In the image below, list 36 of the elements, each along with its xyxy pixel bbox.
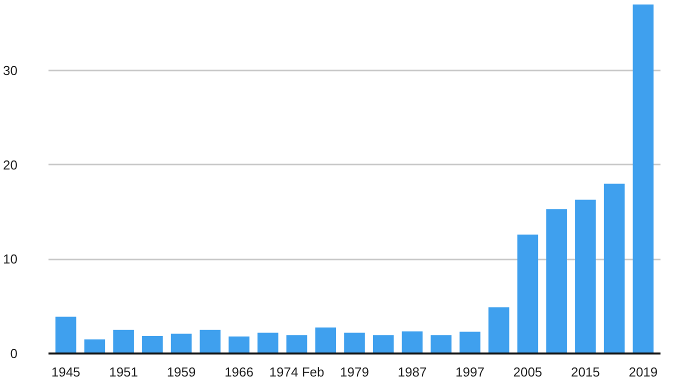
bar [344,332,365,354]
bar [84,339,106,354]
bar [55,316,76,354]
bar [113,330,134,354]
x-tick-label: 2019 [628,364,658,380]
bar [575,200,596,354]
bar [200,330,221,354]
x-tick-label: 2005 [513,364,542,380]
x-tick-label: 1945 [51,364,80,380]
x-tick-label: 1959 [166,364,196,380]
bar [258,332,278,354]
y-tick-label: 10 [3,252,18,267]
bar [430,335,452,354]
y-tick-label: 20 [3,157,18,172]
x-tick-label: 1966 [224,364,254,380]
bar [372,335,394,354]
bar [517,234,538,354]
bar [286,335,308,354]
bar [142,336,163,354]
y-tick-label: 30 [3,63,18,78]
bar [228,336,250,354]
bar [546,209,567,354]
x-tick-label: 1974 Feb [269,364,324,380]
bar [315,328,336,354]
bar [604,184,625,354]
y-tick-label: 0 [10,346,18,361]
x-tick-label: 1951 [109,364,138,380]
bar [460,332,480,354]
bar [632,4,654,354]
bar [170,334,192,354]
bar [402,331,423,354]
bar [488,307,510,354]
x-tick-label: 1979 [340,364,369,380]
x-tick-label: 1987 [398,364,427,380]
x-tick-label: 2015 [570,364,600,380]
x-tick-label: 1997 [456,364,484,380]
